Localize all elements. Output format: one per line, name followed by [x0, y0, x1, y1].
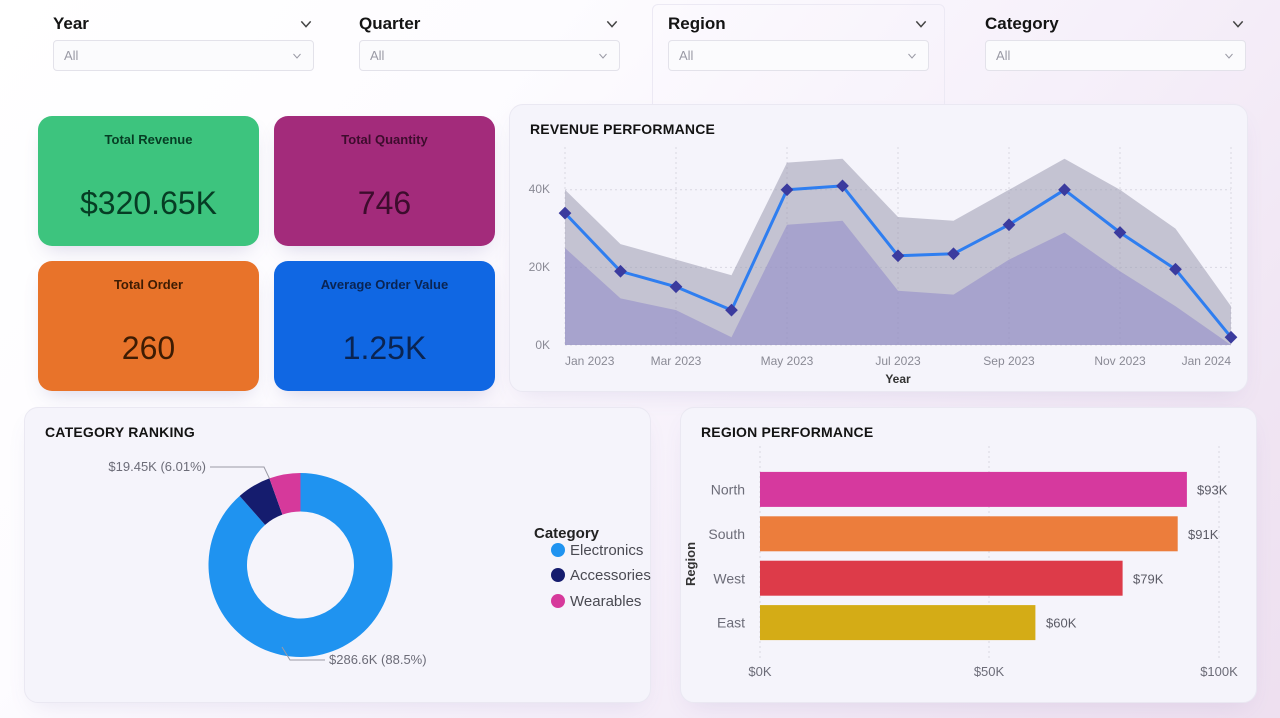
- svg-text:Accessories: Accessories: [570, 567, 651, 584]
- svg-text:Sep 2023: Sep 2023: [983, 354, 1035, 368]
- svg-text:Wearables: Wearables: [570, 593, 641, 610]
- svg-text:$79K: $79K: [1133, 571, 1164, 586]
- svg-text:South: South: [708, 526, 745, 542]
- svg-text:Category: Category: [534, 525, 600, 542]
- svg-text:$0K: $0K: [748, 664, 771, 679]
- svg-text:Nov 2023: Nov 2023: [1094, 354, 1146, 368]
- svg-text:Jan 2023: Jan 2023: [565, 354, 615, 368]
- svg-text:West: West: [713, 570, 745, 586]
- svg-text:Jan 2024: Jan 2024: [1182, 354, 1232, 368]
- svg-text:Year: Year: [885, 372, 911, 385]
- svg-text:0K: 0K: [535, 338, 550, 352]
- svg-text:$100K: $100K: [1200, 664, 1238, 679]
- svg-text:$93K: $93K: [1197, 483, 1228, 498]
- svg-text:20K: 20K: [529, 260, 550, 274]
- svg-text:East: East: [717, 615, 745, 631]
- svg-text:$91K: $91K: [1188, 527, 1219, 542]
- svg-text:Jul 2023: Jul 2023: [875, 354, 921, 368]
- svg-text:North: North: [711, 482, 745, 498]
- svg-text:$286.6K (88.5%): $286.6K (88.5%): [329, 652, 427, 667]
- svg-text:Electronics: Electronics: [570, 542, 643, 559]
- svg-text:$60K: $60K: [1046, 616, 1077, 631]
- svg-text:Region: Region: [683, 542, 698, 586]
- svg-text:May 2023: May 2023: [761, 354, 814, 368]
- svg-text:Mar 2023: Mar 2023: [651, 354, 702, 368]
- svg-text:40K: 40K: [529, 182, 550, 196]
- svg-text:$19.45K (6.01%): $19.45K (6.01%): [108, 459, 206, 474]
- svg-text:$50K: $50K: [974, 664, 1005, 679]
